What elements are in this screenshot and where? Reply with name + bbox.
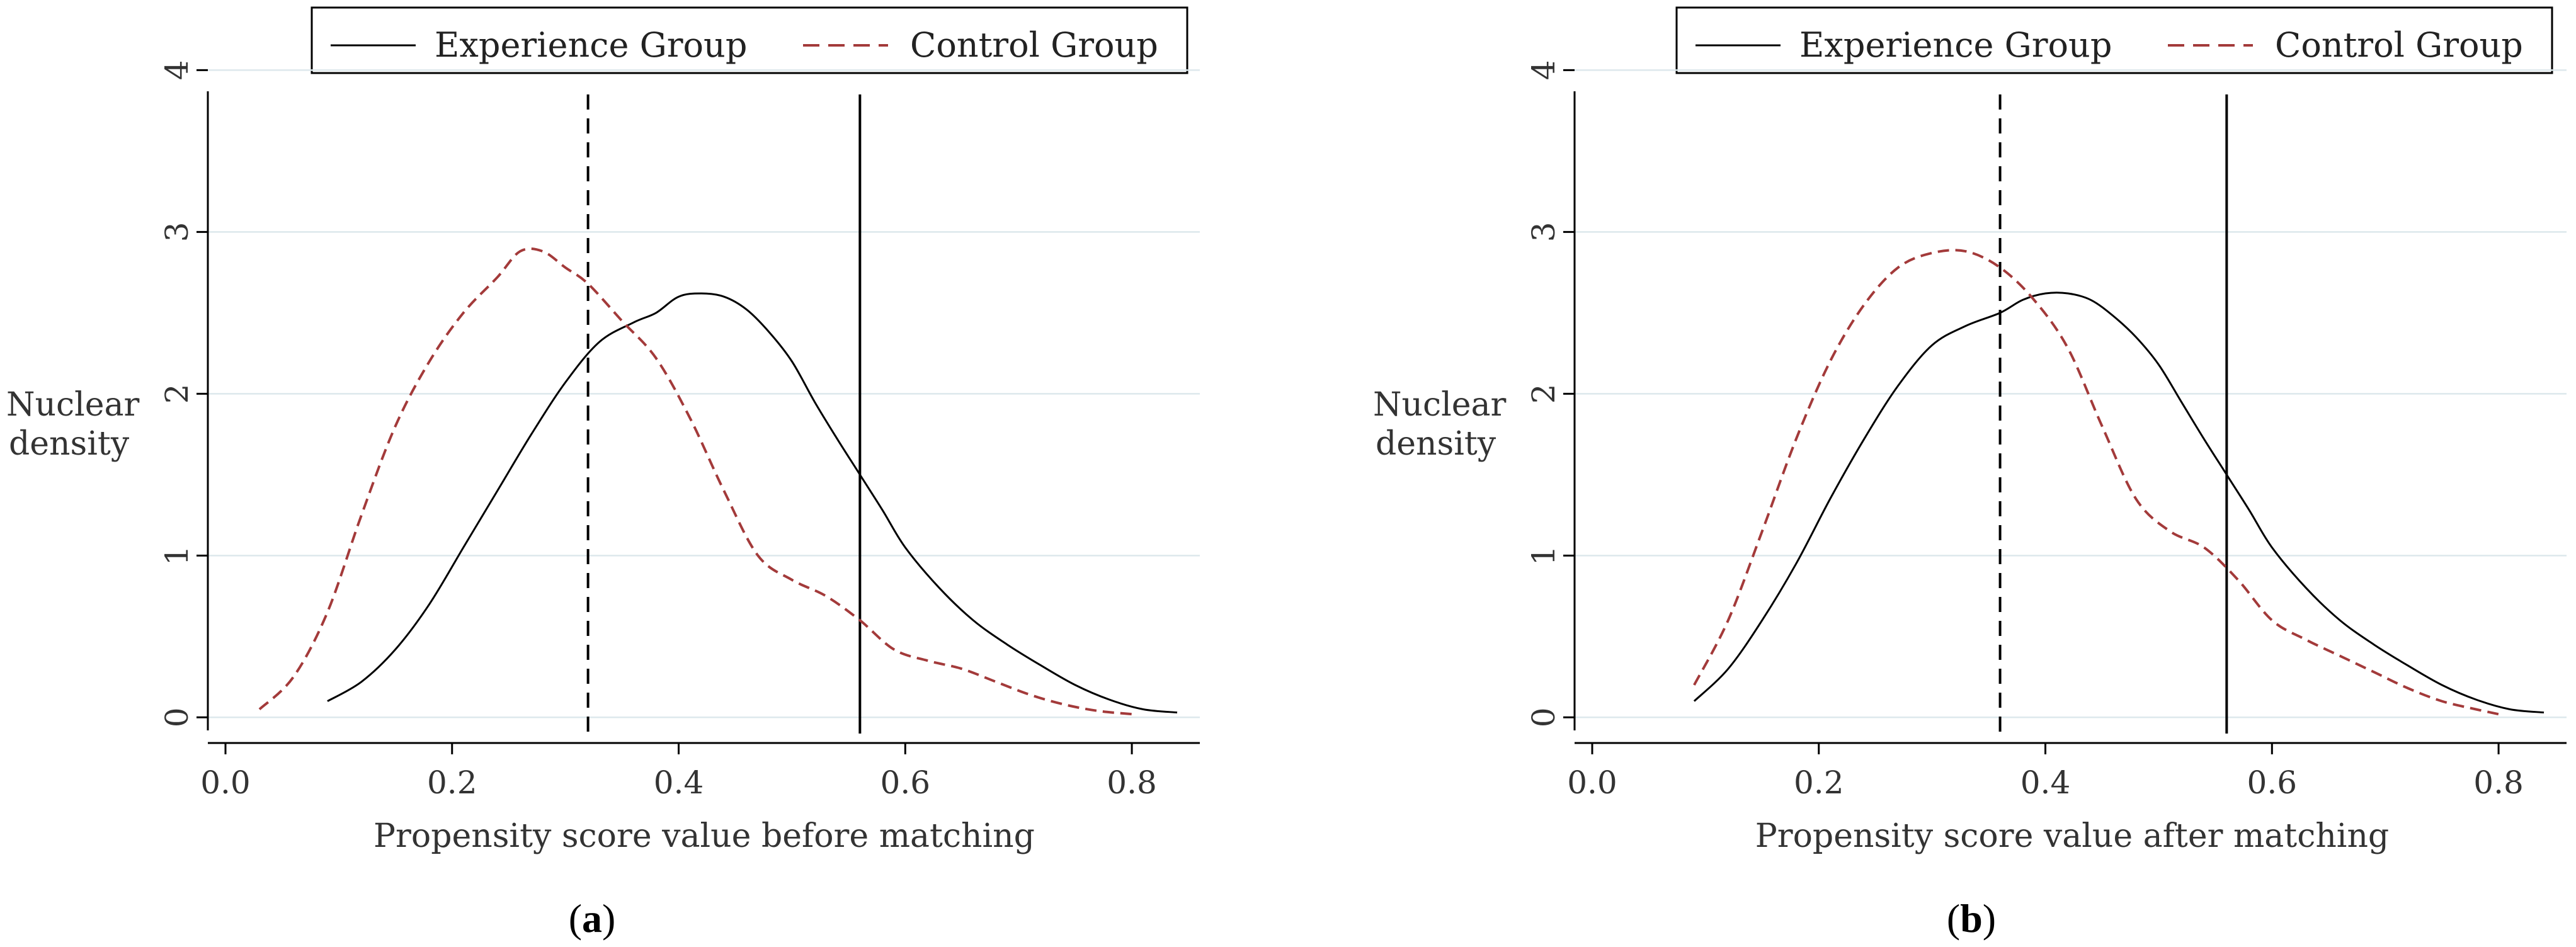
experience-group-curve [327, 292, 1178, 714]
panel-label-b: (b) [1947, 896, 1996, 941]
legend-label-control: Control Group [910, 25, 1158, 65]
legend-label-experience: Experience Group [435, 25, 747, 65]
x-tick-label: 0.6 [881, 764, 931, 801]
x-tick-label: 0.0 [200, 764, 251, 801]
x-axis-label: Propensity score value before matching [373, 817, 1035, 855]
grid-lines [208, 69, 1200, 718]
y-tick-label: 3 [159, 222, 195, 242]
control-group-curve [258, 247, 1132, 716]
grid-lines [1575, 69, 2567, 718]
y-tick-label: 0 [159, 707, 195, 727]
legend-box [311, 6, 1188, 74]
y-tick-label: 4 [159, 60, 195, 80]
reference-lines [1998, 94, 2228, 734]
y-axis-label-line1: Nuclear [6, 386, 140, 424]
panel-a: Experience Group Control Group 0 1 2 3 4 0.0… [6, 6, 1200, 941]
legend-label-experience: Experience Group [1799, 25, 2112, 65]
x-tick-label: 0.4 [2020, 764, 2071, 801]
x-ticks: 0.0 0.2 0.4 0.6 0.8 [200, 743, 1157, 801]
panel-letter-a: a [582, 896, 602, 941]
x-axis-label: Propensity score value after matching [1755, 817, 2389, 855]
legend-label-control: Control Group [2275, 25, 2523, 65]
legend-box [1675, 6, 2553, 74]
x-tick-label: 0.4 [654, 764, 704, 801]
x-tick-label: 0.2 [1794, 764, 1844, 801]
y-tick-label: 0 [1525, 707, 1562, 727]
y-tick-label: 1 [1525, 545, 1562, 565]
x-tick-label: 0.6 [2247, 764, 2298, 801]
y-axis-label-line2: density [1376, 425, 1496, 463]
y-tick-label: 2 [159, 383, 195, 404]
y-tick-label: 3 [1525, 222, 1562, 242]
y-axis-label-line1: Nuclear [1373, 386, 1507, 424]
x-tick-label: 0.2 [427, 764, 477, 801]
y-tick-label: 2 [1525, 383, 1562, 404]
legend: Experience Group Control Group [311, 6, 1188, 74]
density-curves [258, 247, 1178, 716]
y-axis-label-line2: density [9, 425, 130, 463]
panel-label-a: (a) [569, 896, 616, 941]
x-tick-label: 0.8 [1107, 764, 1157, 801]
x-ticks: 0.0 0.2 0.4 0.6 0.8 [1567, 743, 2524, 801]
density-curves [1693, 249, 2545, 716]
y-tick-label: 1 [159, 545, 195, 565]
control-group-curve [1693, 249, 2499, 716]
y-ticks: 0 1 2 3 4 [159, 60, 208, 727]
experience-group-curve [1693, 292, 2545, 714]
x-tick-label: 0.8 [2473, 764, 2524, 801]
y-ticks: 0 1 2 3 4 [1525, 60, 1575, 727]
y-tick-label: 4 [1525, 60, 1562, 80]
legend: Experience Group Control Group [1675, 6, 2553, 74]
reference-lines [586, 94, 862, 734]
panel-letter-b: b [1960, 896, 1983, 941]
panel-b: Experience Group Control Group 0 1 2 3 4 0.0… [1373, 6, 2567, 941]
x-tick-label: 0.0 [1567, 764, 1617, 801]
